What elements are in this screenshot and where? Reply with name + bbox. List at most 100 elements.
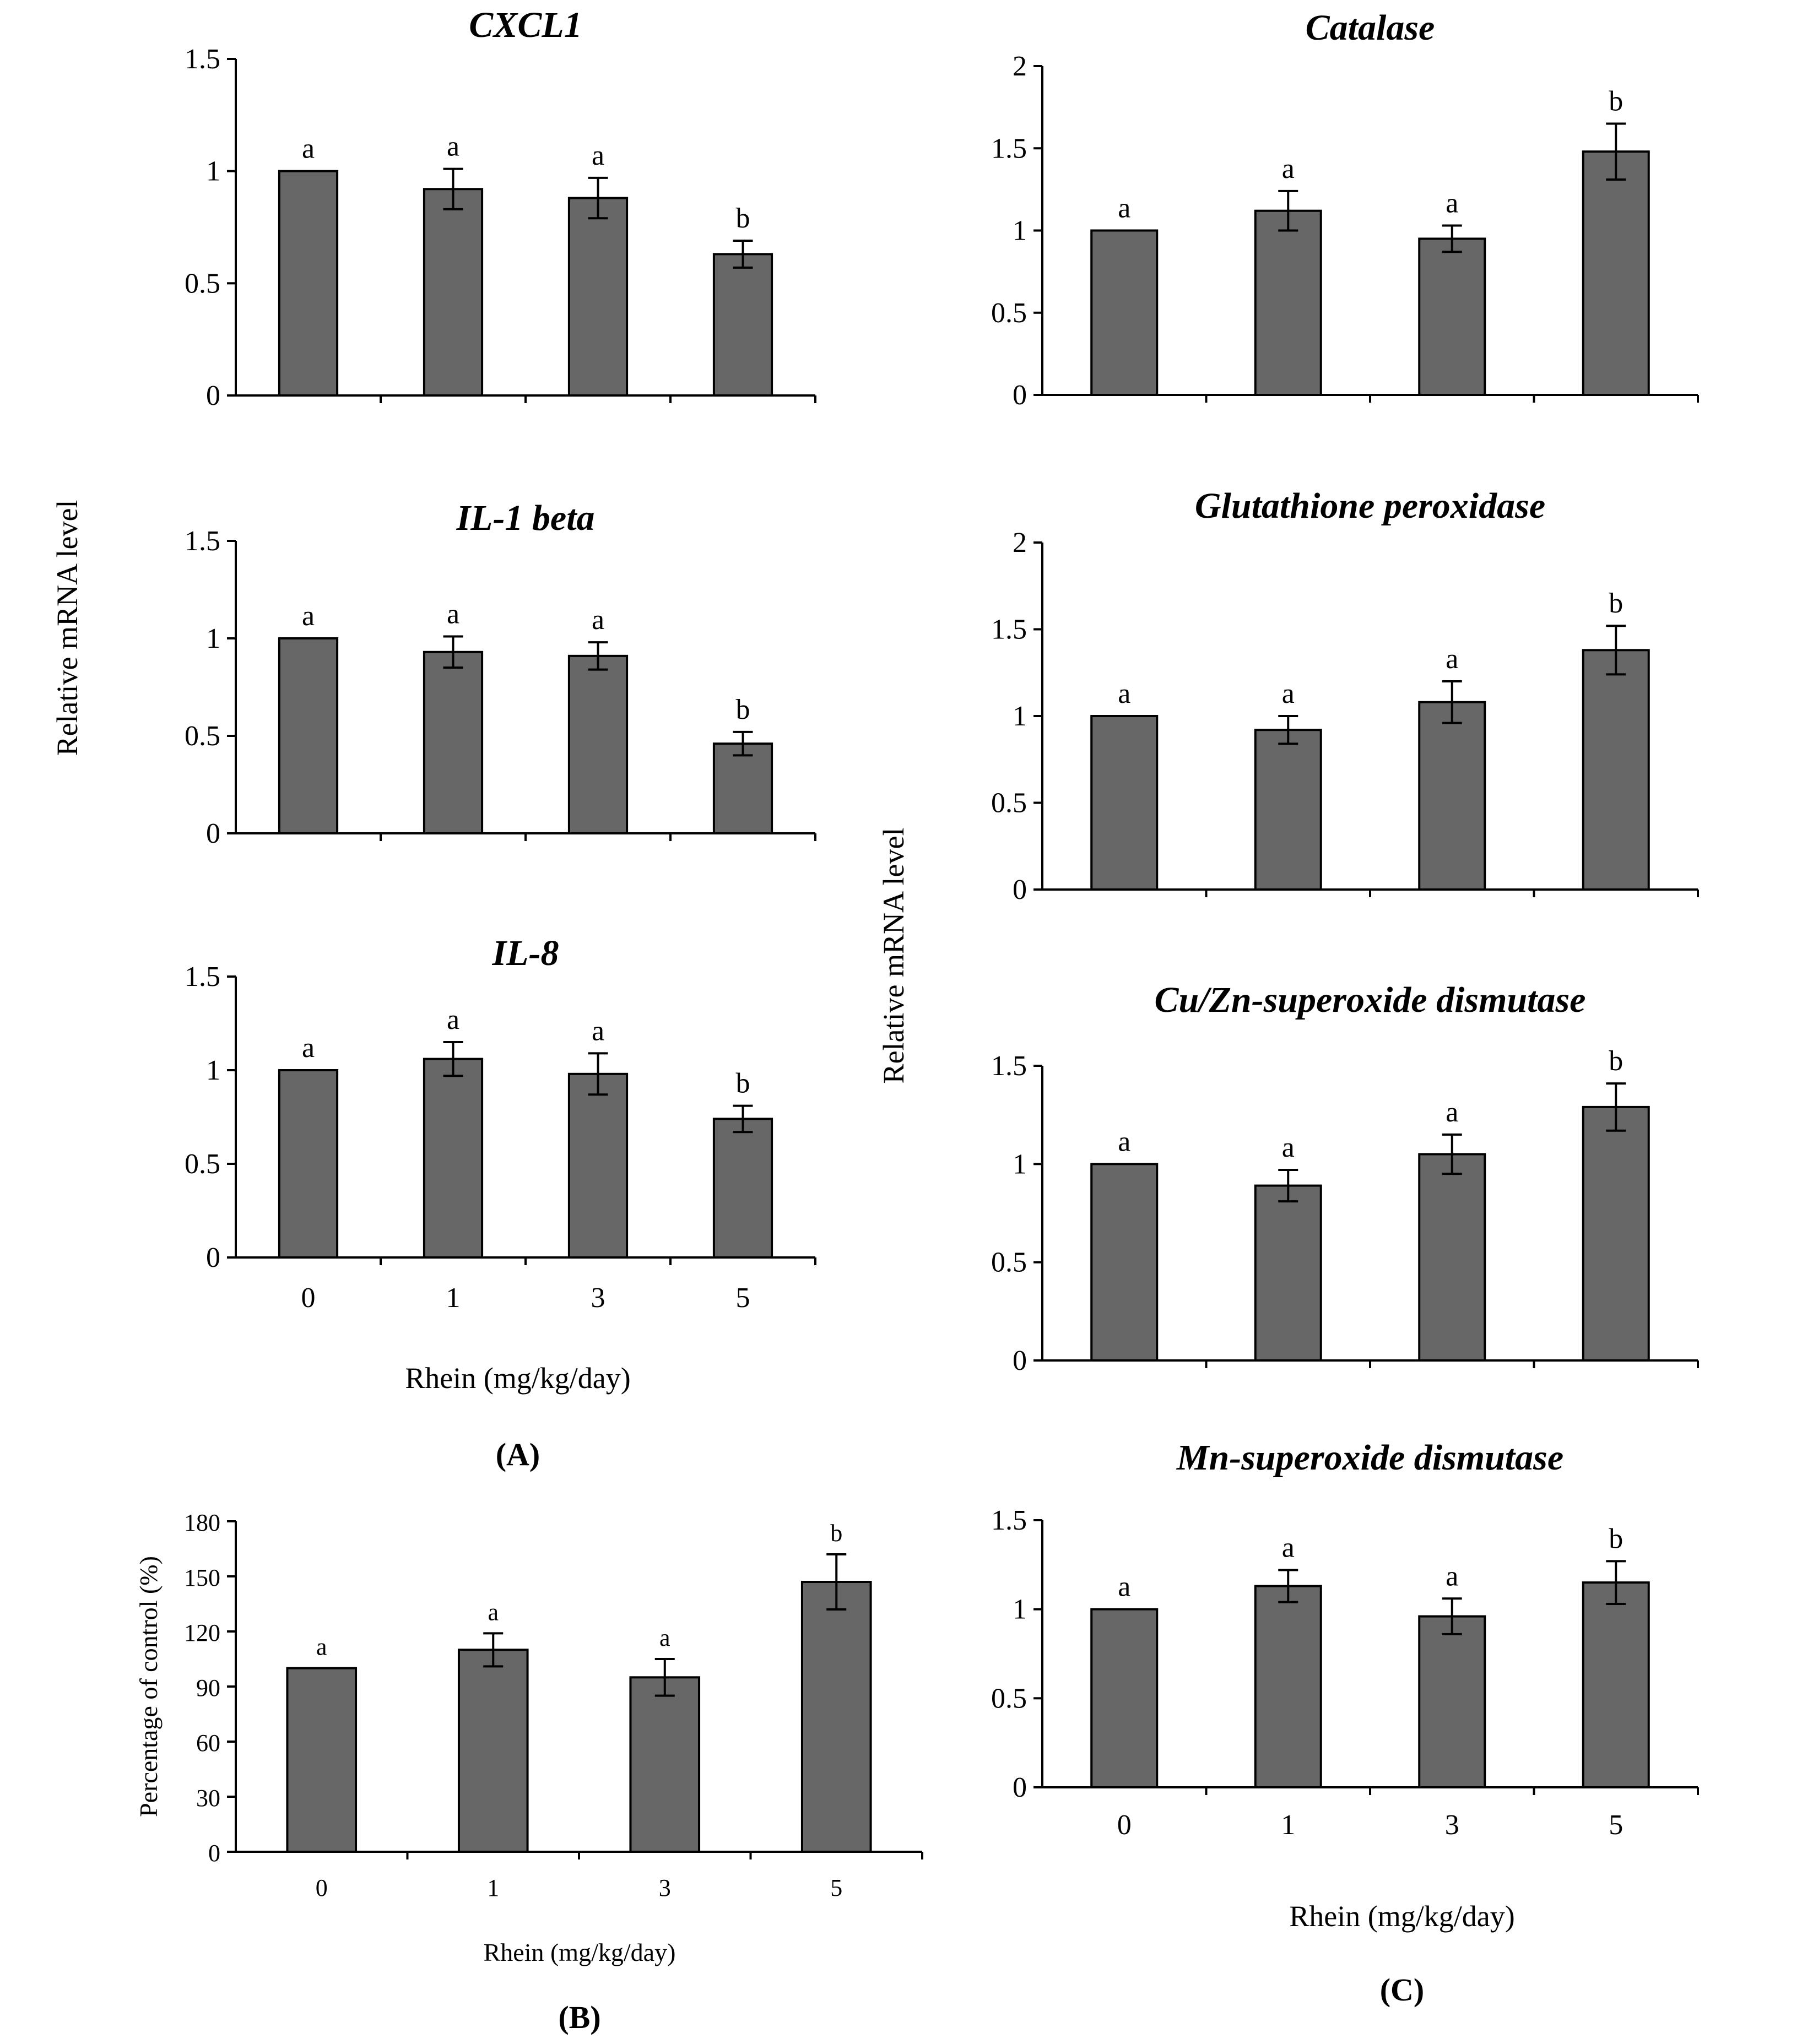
y-tick-label: 0 [1013, 874, 1027, 906]
significance-label: a [1446, 188, 1458, 219]
chart-title: IL-1 beta [456, 498, 594, 538]
y-tick-label: 0 [206, 818, 220, 849]
y-axis-label-b: Percentage of control (%) [134, 1556, 163, 1817]
significance-label: a [316, 1634, 327, 1661]
bar [1582, 1581, 1650, 1789]
chart-cuznsod: Cu/Zn-superoxide dismutase 0 0.5 1 1.5 a a a b [991, 980, 1699, 1376]
significance-label: b [736, 1068, 750, 1099]
chart-cxcl1: CXCL1 0 0.5 1 1.5 a a a b [185, 5, 816, 411]
x-tick-label: 1 [1281, 1809, 1295, 1841]
chart-mnsod: Mn-superoxide dismutase 0 0.5 1 1.5 a 0 a 1 a 3 b 5 [991, 1438, 1699, 1841]
bar [1418, 701, 1486, 891]
y-axis-label-right: Relative mRNA level [877, 828, 910, 1084]
significance-label: a [592, 1015, 604, 1047]
bar [1254, 209, 1322, 396]
x-tick-label: 0 [316, 1874, 328, 1901]
bar [1254, 1184, 1322, 1362]
bar [423, 650, 484, 835]
y-tick-label: 1 [206, 623, 220, 654]
chart-title: IL-8 [492, 933, 559, 973]
significance-label: a [1282, 153, 1295, 185]
x-tick-label: 5 [830, 1874, 842, 1901]
y-tick-label: 1 [1013, 701, 1027, 732]
chart-pct: 0 30 60 90 120 150 180 a 0 a 1 a 3 b 5 Percentage of co… [134, 1509, 923, 1901]
significance-label: a [1118, 1126, 1130, 1157]
y-tick-label: 0 [206, 1242, 220, 1273]
panel-label-b: (B) [558, 1999, 600, 2035]
y-tick-label: 120 [184, 1619, 220, 1646]
bar [1582, 150, 1650, 396]
bar [567, 1072, 629, 1259]
chart-title: Glutathione peroxidase [1195, 486, 1545, 526]
y-tick-label: 0.5 [991, 1683, 1027, 1714]
y-tick-label: 1 [1013, 1148, 1027, 1180]
y-tick-label: 0.5 [991, 788, 1027, 819]
x-axis-label-c: Rhein (mg/kg/day) [1289, 1900, 1514, 1933]
chart-title: Catalase [1306, 8, 1435, 48]
y-tick-label: 0 [206, 380, 220, 411]
y-axis-label-left: Relative mRNA level [51, 500, 84, 756]
chart-il8: IL-8 0 0.5 1 1.5 a 0 a 1 a 3 b 5 [185, 933, 816, 1314]
y-tick-label: 2 [1013, 527, 1027, 559]
y-tick-label: 0.5 [185, 720, 220, 752]
y-tick-label: 0.5 [185, 1148, 220, 1180]
y-tick-label: 180 [184, 1509, 220, 1536]
significance-label: a [1446, 1560, 1458, 1592]
chart-il1beta: IL-1 beta 0 0.5 1 1.5 a a a b [185, 498, 816, 849]
chart-catalase: Catalase 0 0.5 1 1.5 2 a a a b [991, 8, 1699, 411]
bar [1418, 1615, 1486, 1789]
significance-label: a [1118, 1571, 1130, 1603]
significance-label: b [1609, 1523, 1623, 1554]
significance-label: b [736, 203, 750, 234]
bar [278, 1069, 339, 1259]
bar [712, 253, 773, 397]
panel-label-a: (A) [496, 1436, 540, 1472]
x-tick-label: 5 [736, 1282, 750, 1314]
bar [1582, 1105, 1650, 1362]
significance-label: a [302, 133, 315, 165]
significance-label: b [1609, 588, 1623, 619]
bar [1582, 649, 1650, 891]
x-tick-label: 5 [1609, 1809, 1623, 1841]
bar [1090, 229, 1159, 396]
x-tick-label: 0 [301, 1282, 316, 1314]
x-tick-label: 3 [591, 1282, 605, 1314]
significance-label: b [1609, 1045, 1623, 1077]
y-tick-label: 0 [1013, 1772, 1027, 1803]
y-tick-label: 1 [206, 156, 220, 187]
y-tick-label: 90 [196, 1674, 220, 1701]
y-tick-label: 0.5 [991, 1247, 1027, 1278]
chart-gpx: Glutathione peroxidase 0 0.5 1 1.5 2 a a a b [991, 486, 1699, 906]
significance-label: a [1446, 1097, 1458, 1128]
bar [1090, 1163, 1159, 1362]
significance-label: a [302, 600, 315, 632]
x-tick-label: 0 [1117, 1809, 1132, 1841]
chart-title: Mn-superoxide dismutase [1176, 1438, 1563, 1478]
bar [629, 1676, 701, 1853]
y-tick-label: 1 [1013, 1594, 1027, 1625]
significance-label: b [1609, 85, 1623, 117]
y-tick-label: 0 [208, 1840, 220, 1867]
bar [1418, 237, 1486, 396]
significance-label: a [1446, 643, 1458, 675]
significance-label: a [659, 1624, 670, 1651]
x-tick-label: 3 [1445, 1809, 1459, 1841]
chart-title: CXCL1 [469, 5, 582, 45]
significance-label: a [488, 1598, 499, 1625]
y-tick-label: 30 [196, 1785, 220, 1812]
significance-label: a [447, 1004, 459, 1035]
bar [278, 637, 339, 834]
bar [712, 742, 773, 835]
bar [278, 170, 339, 397]
bar [1090, 1608, 1159, 1789]
bar [1418, 1153, 1486, 1362]
y-tick-label: 1.5 [185, 525, 220, 557]
significance-label: a [592, 140, 604, 171]
y-tick-label: 0 [1013, 1345, 1027, 1376]
y-tick-label: 1 [1013, 215, 1027, 247]
bar [1254, 729, 1322, 891]
significance-label: a [1282, 1132, 1295, 1163]
significance-label: a [1118, 678, 1130, 709]
significance-label: a [302, 1032, 315, 1064]
